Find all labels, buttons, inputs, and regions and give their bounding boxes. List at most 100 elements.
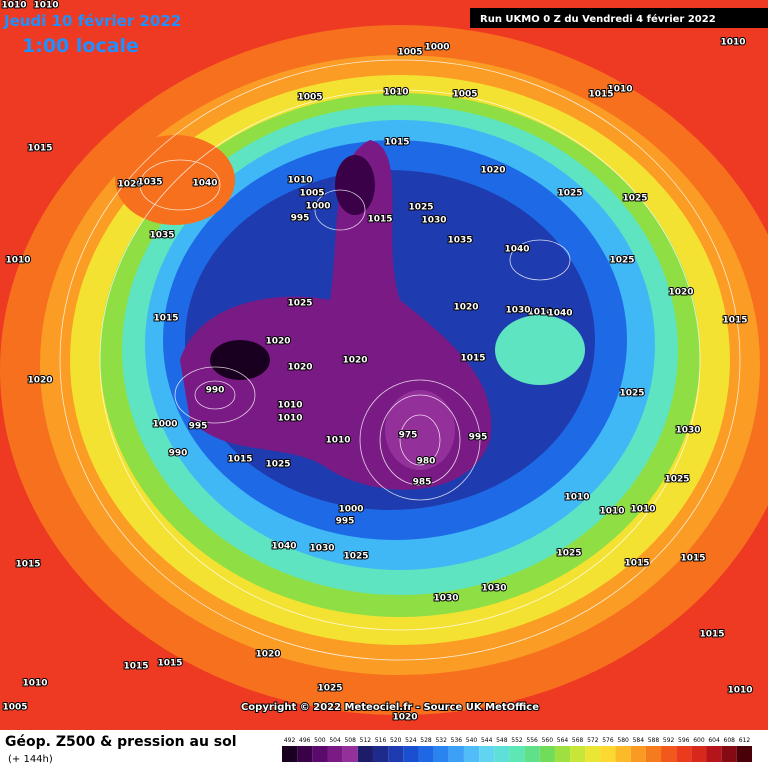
isobar-label: 1025 bbox=[664, 475, 689, 485]
isobar-label: 995 bbox=[189, 422, 208, 432]
isobar-label: 1015 bbox=[227, 455, 252, 465]
colorbar-label: 580 bbox=[617, 737, 629, 744]
isobar-label: 1035 bbox=[447, 236, 472, 246]
colorbar-cell bbox=[570, 746, 586, 762]
colorbar-cell bbox=[524, 746, 540, 762]
colorbar-label: 592 bbox=[663, 737, 675, 744]
isobar-label: 1035 bbox=[137, 178, 162, 188]
isobar-label: 985 bbox=[413, 478, 432, 488]
isobar-label: 1015 bbox=[722, 316, 747, 326]
run-box bbox=[470, 8, 768, 28]
forecast-date: Jeudi 10 février 2022 bbox=[3, 12, 181, 30]
colorbar-label: 504 bbox=[329, 737, 341, 744]
isobar-label: 1030 bbox=[421, 216, 446, 226]
colorbar-cell bbox=[388, 746, 404, 762]
isobar-label: 1030 bbox=[433, 594, 458, 604]
isobar-label: 1010 bbox=[630, 505, 655, 515]
isobar-label: 1015 bbox=[680, 554, 705, 564]
isobar-label: 1020 bbox=[265, 337, 290, 347]
isobar-label: 1005 bbox=[297, 93, 322, 103]
isobar-label: 1020 bbox=[287, 363, 312, 373]
isobar-label: 1040 bbox=[547, 309, 572, 319]
isobar-label: 1015 bbox=[384, 138, 409, 148]
isobar-label: 1020 bbox=[453, 303, 478, 313]
colorbar-cell bbox=[721, 746, 737, 762]
colorbar-label: 536 bbox=[451, 737, 463, 744]
isobar-label: 1025 bbox=[609, 256, 634, 266]
colorbar-cell bbox=[509, 746, 525, 762]
isobar-label: 1005 bbox=[299, 189, 324, 199]
colorbar-cell bbox=[479, 746, 495, 762]
isobar-label: 1035 bbox=[149, 231, 174, 241]
colorbar-label: 500 bbox=[314, 737, 326, 744]
isobar-label: 980 bbox=[417, 457, 436, 467]
isobar-label: 1010 bbox=[1, 1, 26, 11]
isobar-label: 1025 bbox=[317, 684, 342, 694]
colorbar-cell bbox=[645, 746, 662, 762]
isobar-label: 1020 bbox=[668, 288, 693, 298]
colorbar-label: 576 bbox=[602, 737, 614, 744]
colorbar-label: 568 bbox=[572, 737, 584, 744]
colorbar-cell bbox=[600, 746, 616, 762]
colorbar-cell bbox=[282, 746, 298, 762]
colorbar-cell bbox=[433, 746, 449, 762]
isobar-label: 1010 bbox=[287, 176, 312, 186]
isobar-label: 1020 bbox=[117, 180, 142, 190]
colorbar-cell bbox=[661, 746, 677, 762]
isobar-label: 1040 bbox=[504, 245, 529, 255]
isobar-label: 1020 bbox=[342, 356, 367, 366]
isobar-label: 1020 bbox=[392, 713, 417, 723]
colorbar: 492 496 500 504 508 512 516 520 524 528 532 536 540 5… bbox=[282, 737, 752, 762]
isobar-label: 1005 bbox=[452, 90, 477, 100]
isobar-label: 1010 bbox=[277, 414, 302, 424]
colorbar-cell bbox=[539, 746, 555, 762]
colorbar-cell bbox=[585, 746, 601, 762]
colorbar-cell bbox=[418, 746, 434, 762]
colorbar-label: 544 bbox=[481, 737, 493, 744]
colorbar-label: 552 bbox=[511, 737, 523, 744]
isobar-label: 1015 bbox=[460, 354, 485, 364]
colorbar-label: 556 bbox=[526, 737, 538, 744]
isobar-label: 1025 bbox=[408, 203, 433, 213]
isobar-label: 1020 bbox=[480, 166, 505, 176]
colorbar-label: 584 bbox=[633, 737, 645, 744]
colorbar-cell bbox=[448, 746, 464, 762]
colorbar-cell bbox=[403, 746, 419, 762]
isobar-label: 1015 bbox=[588, 90, 613, 100]
isobar-label: 1040 bbox=[192, 179, 217, 189]
isobar-label: 1025 bbox=[557, 189, 582, 199]
colorbar-cell bbox=[357, 746, 373, 762]
isobar-label: 1010 bbox=[607, 85, 632, 95]
isobar-label: 1010 bbox=[527, 308, 552, 318]
legend-title: Géop. Z500 & pression au sol bbox=[5, 734, 237, 750]
isobar-label: 1025 bbox=[556, 549, 581, 559]
isobar-label: 1010 bbox=[5, 256, 30, 266]
isobar-label: 1010 bbox=[564, 493, 589, 503]
isobar-label: 1025 bbox=[265, 460, 290, 470]
isobar-label: 1025 bbox=[622, 194, 647, 204]
colorbar-label: 496 bbox=[299, 737, 311, 744]
isobar-label: 1010 bbox=[727, 686, 752, 696]
isobar-label: 1025 bbox=[619, 389, 644, 399]
colorbar-label: 600 bbox=[693, 737, 705, 744]
isobar-label: 1010 bbox=[383, 88, 408, 98]
isobar-label: 1000 bbox=[338, 505, 363, 515]
isobar-label: 995 bbox=[336, 517, 355, 527]
colorbar-cell bbox=[372, 746, 389, 762]
legend-subtitle: (+ 144h) bbox=[8, 754, 53, 765]
isobar-label: 1010 bbox=[325, 436, 350, 446]
map-background bbox=[0, 0, 768, 730]
isobar-label: 1025 bbox=[287, 299, 312, 309]
isobar-label: 995 bbox=[469, 433, 488, 443]
colorbar-label: 512 bbox=[360, 737, 372, 744]
colorbar-cell bbox=[630, 746, 646, 762]
isobar-label: 1025 bbox=[343, 552, 368, 562]
isobar-label: 1015 bbox=[15, 560, 40, 570]
colorbar-cell bbox=[312, 746, 328, 762]
isobar-label: 1030 bbox=[309, 544, 334, 554]
colorbar-label: 548 bbox=[496, 737, 508, 744]
colorbar-cell bbox=[327, 746, 343, 762]
colorbar-label: 572 bbox=[587, 737, 599, 744]
